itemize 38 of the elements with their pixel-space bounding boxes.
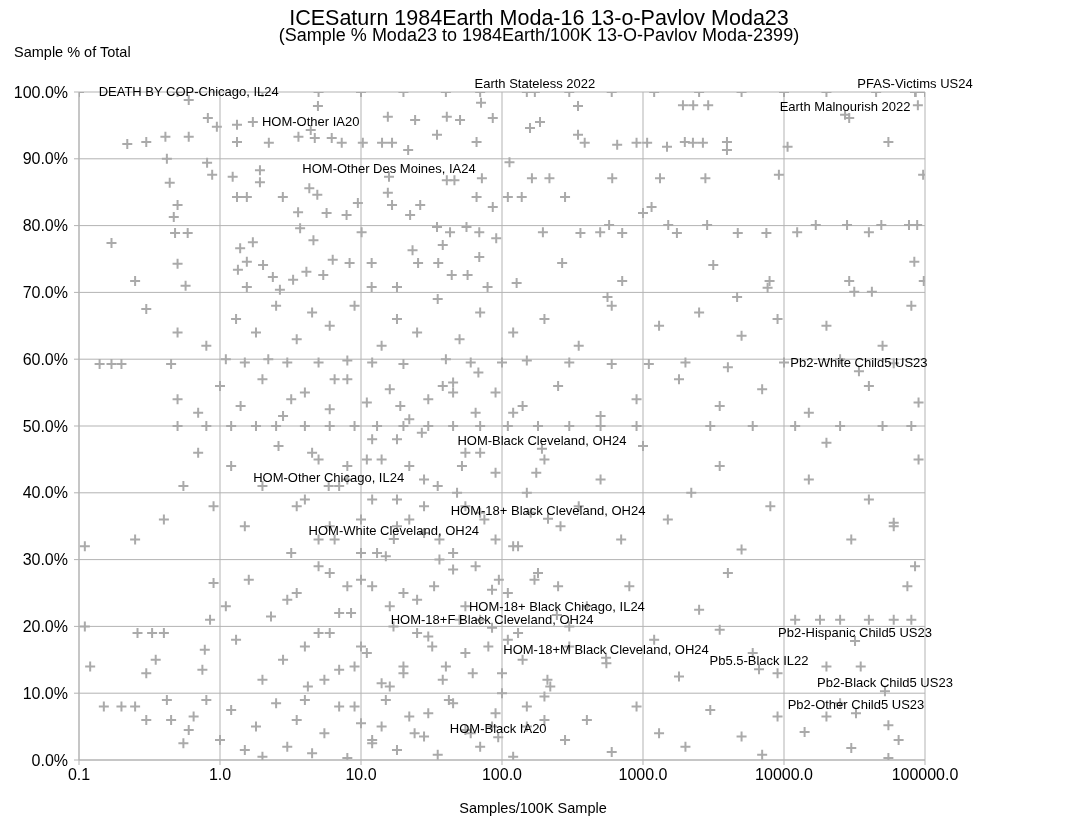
y-tick-label: 70.0% [22, 284, 68, 302]
annotation: HOM-Black IA20 [449, 721, 547, 737]
annotation: HOM-18+ Black Cleveland, OH24 [450, 502, 646, 518]
chart-subtitle: (Sample % Moda23 to 1984Earth/100K 13-O-Pavlov Moda-2399) [277, 25, 801, 45]
annotation: HOM-Other Chicago, IL24 [253, 470, 405, 486]
y-tick-label: 100.0% [13, 83, 68, 101]
y-tick-label: 40.0% [22, 484, 68, 502]
x-tick-label: 100000.0 [891, 766, 959, 784]
x-tick-label: 1000.0 [618, 766, 668, 784]
annotation: Pb5.5-Black IL22 [709, 653, 809, 669]
annotation: HOM-18+M Black Cleveland, OH24 [503, 641, 709, 657]
y-tick-label: 20.0% [22, 618, 68, 636]
annotation: HOM-Other IA20 [261, 114, 360, 130]
y-tick-label: 80.0% [22, 217, 68, 235]
annotation: Pb2-Other Child5 US23 [787, 697, 925, 713]
annotation: Pb2-Black Child5 US23 [817, 675, 953, 691]
y-tick-label: 0.0% [31, 751, 68, 769]
x-axis-title: Samples/100K Sample [458, 800, 608, 816]
annotation: Pb2-White Child5 US23 [790, 355, 928, 371]
y-tick-label: 60.0% [22, 350, 68, 368]
y-tick-label: 10.0% [22, 684, 68, 702]
y-tick-label: 50.0% [22, 417, 68, 435]
annotation: Pb2-Hispanic Child5 US23 [778, 625, 932, 641]
x-tick-label: 10000.0 [755, 766, 814, 784]
annotation: Earth Malnourish 2022 [779, 98, 911, 114]
annotation: HOM-Other Des Moines, IA24 [302, 160, 476, 176]
annotation: DEATH BY COP-Chicago, IL24 [98, 84, 279, 100]
annotation: HOM-White Cleveland, OH24 [308, 522, 480, 538]
annotation: Earth Stateless 2022 [474, 76, 596, 91]
x-tick-label: 100.0 [481, 766, 523, 784]
y-axis-title: Sample % of Total [14, 44, 131, 60]
x-tick-label: 0.1 [67, 766, 91, 784]
y-tick-label: 30.0% [22, 551, 68, 569]
x-tick-label: 10.0 [345, 766, 377, 784]
annotation: HOM-Black Cleveland, OH24 [457, 432, 627, 448]
annotation: PFAS-Victims US24 [857, 76, 973, 91]
y-tick-label: 90.0% [22, 150, 68, 168]
x-tick-label: 1.0 [208, 766, 232, 784]
